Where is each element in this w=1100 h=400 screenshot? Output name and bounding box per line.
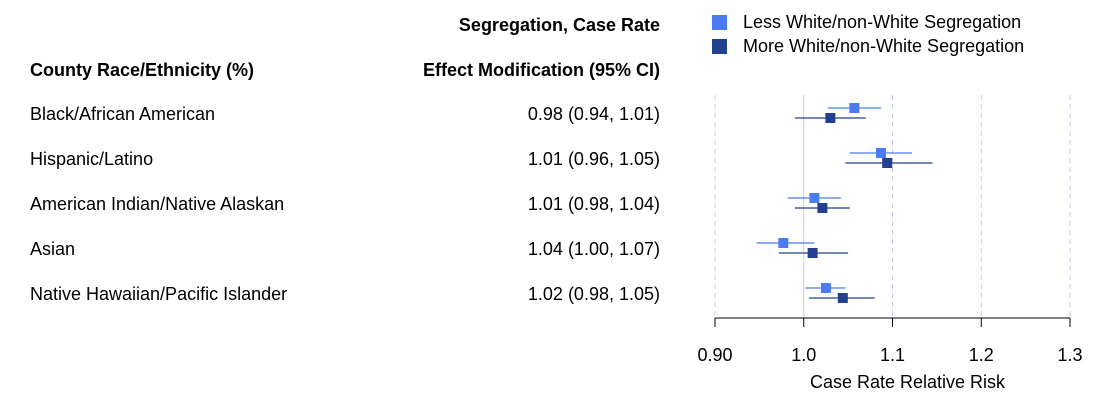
x-axis-label: Case Rate Relative Risk <box>810 372 1006 392</box>
point-s1-r3 <box>807 248 818 258</box>
effect-column-header-line1: Segregation, Case Rate <box>458 15 660 35</box>
point-s0-r2 <box>809 193 820 203</box>
point-s0-r0 <box>849 103 860 113</box>
legend-swatch-less <box>712 15 727 30</box>
row-label-american-indian: American Indian/Native Alaskan <box>30 194 285 214</box>
x-tick-label-2: 1.1 <box>880 345 905 365</box>
row-effect-native-hawaiian: 1.02 (0.98, 1.05) <box>527 284 660 304</box>
point-s0-r3 <box>778 238 789 248</box>
row-label-black: Black/African American <box>30 104 216 124</box>
legend-label-less: Less White/non-White Segregation <box>743 12 1022 32</box>
x-tick-label-3: 1.2 <box>969 345 994 365</box>
x-tick-label-1: 1.0 <box>791 345 816 365</box>
row-label-native-hawaiian: Native Hawaiian/Pacific Islander <box>30 284 288 304</box>
effect-column-header-line2: Effect Modification (95% CI) <box>422 60 660 80</box>
x-tick-label-4: 1.3 <box>1057 345 1082 365</box>
x-tick-label-0: 0.90 <box>697 345 732 365</box>
row-effect-american-indian: 1.01 (0.98, 1.04) <box>527 194 660 214</box>
row-label-asian: Asian <box>30 239 76 259</box>
point-s1-r1 <box>882 158 893 168</box>
point-s1-r2 <box>817 203 828 213</box>
legend-item-more-segregation: More White/non-White Segregation <box>712 36 1024 57</box>
legend-swatch-more <box>712 39 727 54</box>
row-effect-hispanic: 1.01 (0.96, 1.05) <box>527 149 660 169</box>
race-column-header: County Race/Ethnicity (%) <box>30 60 255 80</box>
point-s1-r4 <box>837 293 848 303</box>
point-s0-r1 <box>875 148 886 158</box>
row-effect-asian: 1.04 (1.00, 1.07) <box>527 239 660 259</box>
row-effect-black: 0.98 (0.94, 1.01) <box>527 104 660 124</box>
legend-item-less-segregation: Less White/non-White Segregation <box>712 12 1021 33</box>
point-s0-r4 <box>820 283 831 293</box>
point-s1-r0 <box>825 113 836 123</box>
legend-label-more: More White/non-White Segregation <box>743 36 1025 56</box>
row-label-hispanic: Hispanic/Latino <box>30 149 154 169</box>
